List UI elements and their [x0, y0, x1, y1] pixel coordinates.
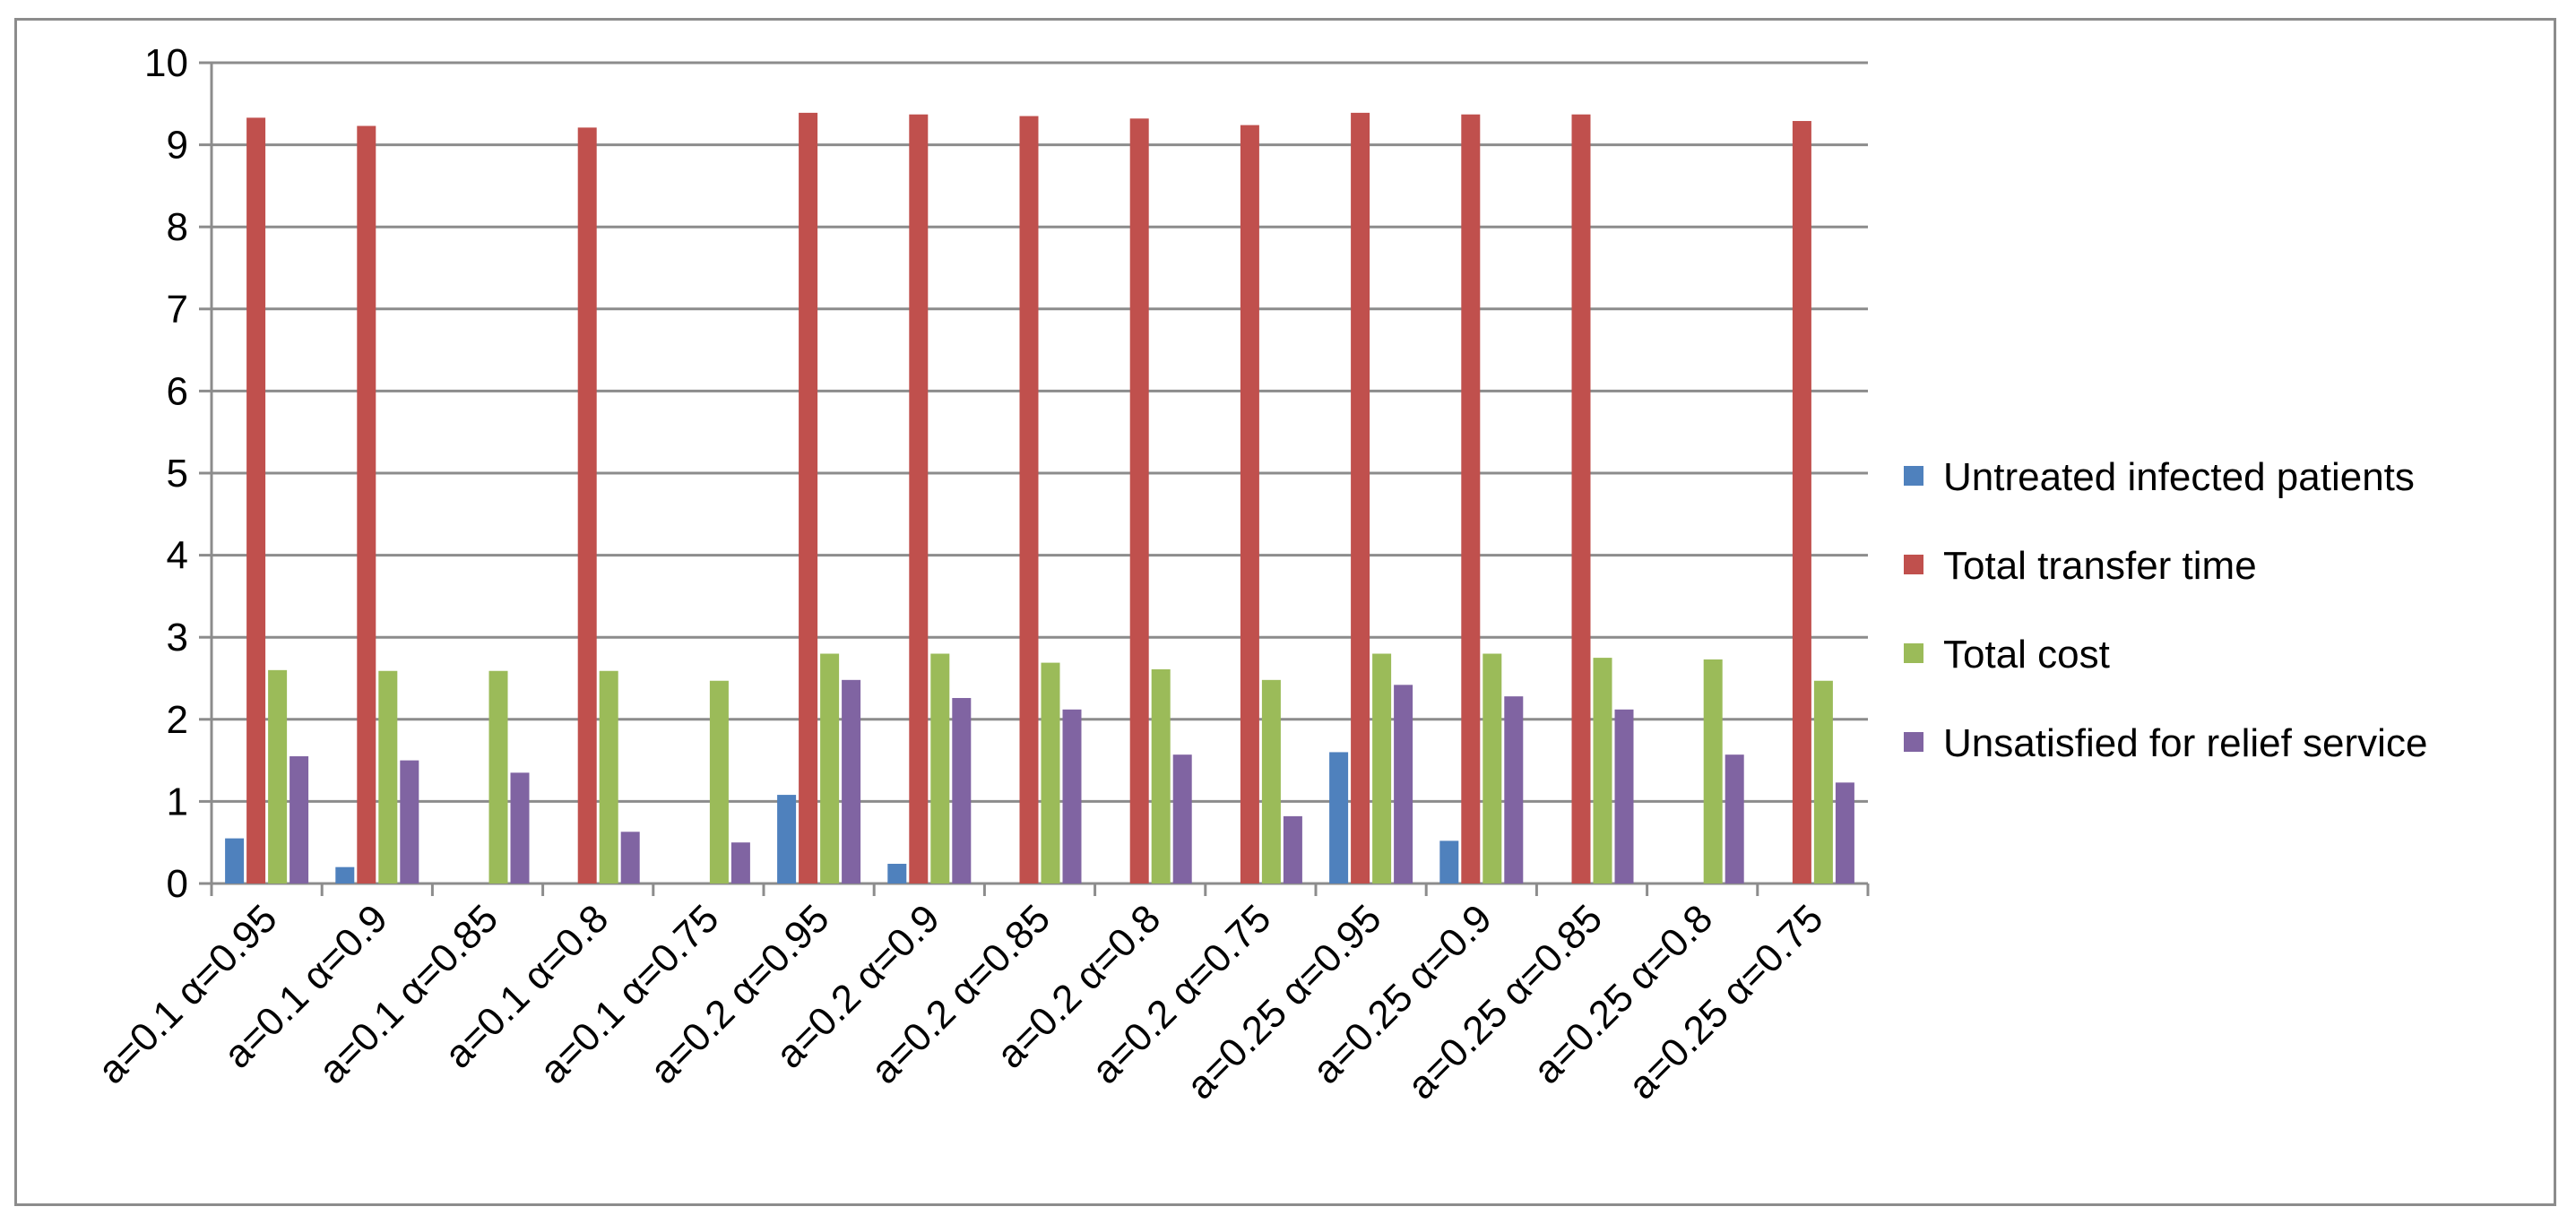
bar-total-transfer-time	[577, 127, 597, 884]
x-tick-label: a=0.25 α=0.85	[1399, 896, 1611, 1108]
bar-unsatisfied-for-relief-service	[730, 842, 750, 884]
bar-untreated-infected-patients	[335, 866, 355, 884]
y-tick-labels: 0 1 2 3 4 5 6 7 8 9 10	[144, 41, 188, 906]
legend-label: Total cost	[1943, 633, 2110, 677]
chart-frame	[14, 18, 2556, 1206]
y-tick-label: 0	[167, 862, 188, 906]
y-tick-label: 3	[167, 616, 188, 659]
y-tick-label: 9	[167, 124, 188, 168]
bars	[225, 112, 1854, 884]
y-tick-label: 6	[167, 369, 188, 413]
bar-total-transfer-time	[1351, 112, 1370, 884]
bar-untreated-infected-patients	[1329, 752, 1349, 884]
bar-total-cost	[1261, 679, 1281, 884]
axes	[199, 61, 1870, 896]
x-tick-label: a=0.25 α=0.75	[1620, 896, 1831, 1108]
bar-total-cost	[1372, 653, 1392, 884]
x-tick-label: a=0.25 α=0.95	[1179, 896, 1390, 1108]
bar-untreated-infected-patients	[225, 838, 245, 884]
bar-total-transfer-time	[357, 125, 376, 884]
bar-unsatisfied-for-relief-service	[510, 772, 530, 884]
bar-unsatisfied-for-relief-service	[1614, 709, 1634, 884]
bar-total-transfer-time	[246, 117, 266, 884]
bar-unsatisfied-for-relief-service	[1172, 754, 1192, 884]
bar-unsatisfied-for-relief-service	[1394, 685, 1413, 884]
bar-total-cost	[1813, 680, 1833, 884]
legend: Untreated infected patients Total transfe…	[1904, 455, 2427, 765]
x-tick-labels: a=0.1 α=0.95a=0.1 α=0.9a=0.1 α=0.85a=0.1…	[90, 896, 1832, 1108]
bar-total-transfer-time	[1019, 116, 1039, 884]
bar-total-cost	[378, 670, 398, 884]
bar-total-cost	[1041, 662, 1060, 884]
bar-total-cost	[1703, 659, 1723, 884]
bar-unsatisfied-for-relief-service	[400, 760, 419, 884]
bar-total-transfer-time	[909, 114, 929, 884]
bar-total-cost	[1593, 658, 1612, 884]
bar-untreated-infected-patients	[1439, 840, 1459, 884]
bar-total-transfer-time	[1571, 114, 1591, 884]
y-tick-label: 7	[167, 288, 188, 332]
bar-total-cost	[930, 653, 950, 884]
bar-unsatisfied-for-relief-service	[842, 679, 861, 884]
legend-label: Unsatisfied for relief service	[1943, 721, 2427, 765]
legend-swatch	[1904, 555, 1923, 574]
legend-label: Untreated infected patients	[1943, 455, 2415, 499]
bar-unsatisfied-for-relief-service	[952, 697, 972, 884]
gridlines	[212, 61, 1868, 803]
bar-total-cost	[709, 680, 729, 884]
bar-unsatisfied-for-relief-service	[1504, 696, 1524, 884]
bar-total-transfer-time	[1792, 121, 1811, 884]
bar-total-cost	[599, 670, 618, 884]
bar-unsatisfied-for-relief-service	[290, 756, 309, 884]
y-tick-label: 1	[167, 780, 188, 823]
bar-total-transfer-time	[1461, 114, 1481, 884]
y-tick-label: 4	[167, 534, 188, 578]
bar-untreated-infected-patients	[777, 795, 797, 884]
y-tick-label: 8	[167, 205, 188, 249]
bar-total-transfer-time	[1129, 118, 1149, 884]
bar-untreated-infected-patients	[887, 864, 907, 884]
bar-unsatisfied-for-relief-service	[1835, 782, 1854, 884]
bar-total-cost	[268, 669, 288, 884]
bar-total-cost	[1482, 653, 1502, 884]
legend-swatch	[1904, 732, 1923, 752]
bar-total-cost	[1151, 668, 1171, 884]
bar-unsatisfied-for-relief-service	[1062, 709, 1082, 884]
legend-label: Total transfer time	[1943, 544, 2257, 588]
legend-swatch	[1904, 643, 1923, 663]
bar-unsatisfied-for-relief-service	[1283, 815, 1302, 884]
bar-unsatisfied-for-relief-service	[1725, 754, 1744, 884]
bar-total-transfer-time	[799, 112, 818, 884]
bar-total-cost	[820, 653, 840, 884]
y-tick-label: 5	[167, 452, 188, 496]
bar-total-transfer-time	[1240, 125, 1259, 884]
bar-total-cost	[488, 670, 508, 884]
legend-swatch	[1904, 466, 1923, 486]
y-tick-label: 2	[167, 698, 188, 742]
y-tick-label: 10	[144, 41, 188, 85]
bar-unsatisfied-for-relief-service	[620, 832, 640, 884]
